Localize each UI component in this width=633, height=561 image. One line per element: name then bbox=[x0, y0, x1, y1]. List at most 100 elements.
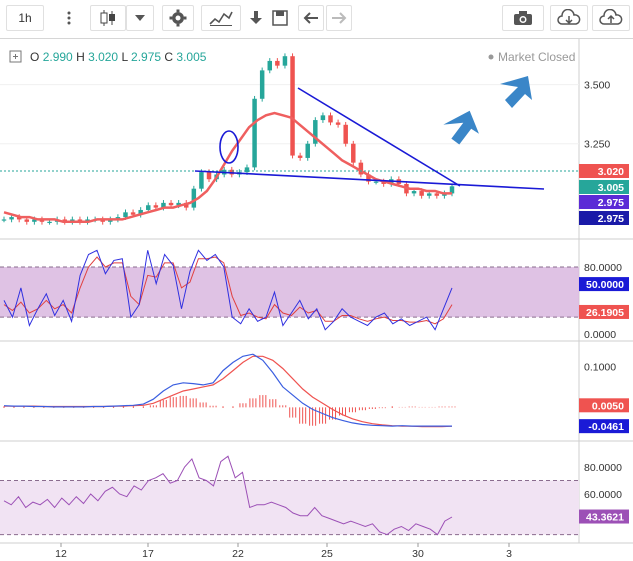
time-tick-label: 3 bbox=[506, 548, 512, 560]
svg-text:O 2.990 H 3.020 L 2.975 C 3.00: O 2.990 H 3.020 L 2.975 C 3.005 bbox=[30, 50, 207, 64]
stochastic-tick-label: 0.0000 bbox=[584, 329, 616, 341]
arrow-up-right-icon-1 bbox=[443, 110, 479, 145]
macd-histogram-bar bbox=[3, 406, 5, 408]
macd-tick-label: 0.1000 bbox=[584, 361, 616, 373]
interval-label: 1h bbox=[18, 11, 32, 25]
candle-body bbox=[161, 202, 166, 208]
candle-body bbox=[426, 193, 432, 196]
macd-histogram-bar bbox=[391, 406, 393, 408]
candle-body bbox=[199, 172, 204, 189]
cloud-down-icon bbox=[557, 9, 581, 25]
dropdown-icon bbox=[135, 15, 145, 21]
macd-line bbox=[3, 353, 452, 427]
rsi-panel bbox=[0, 455, 579, 536]
rsi-tick-label: 80.0000 bbox=[584, 462, 622, 474]
candle-body bbox=[130, 212, 136, 215]
ohlc-legend: O 2.990 H 3.020 L 2.975 C 3.005 bbox=[9, 50, 207, 64]
macd-histogram-bar bbox=[222, 406, 224, 408]
candle-body bbox=[1, 219, 7, 221]
save-icon bbox=[272, 10, 288, 26]
candle-body bbox=[419, 191, 424, 196]
candle-body bbox=[168, 202, 174, 206]
macd-histogram-bar bbox=[232, 406, 234, 408]
stochastic-axis: 80.0000 0.0000 50.0000 26.1905 bbox=[579, 262, 629, 341]
price-tag-bg bbox=[579, 180, 629, 194]
download-icon bbox=[250, 11, 262, 24]
more-vert-icon bbox=[67, 11, 71, 25]
macd-value-tag: -0.0461 bbox=[588, 421, 624, 433]
price-tag-bg bbox=[579, 195, 629, 209]
stochastic-k-tag-bg bbox=[579, 277, 629, 292]
rsi-band bbox=[0, 480, 579, 535]
rsi-line bbox=[3, 455, 453, 536]
chart-type-dropdown[interactable] bbox=[126, 5, 154, 31]
price-tag-bg bbox=[579, 164, 629, 178]
candle-body bbox=[381, 181, 386, 184]
indicators-icon bbox=[209, 11, 233, 26]
candle-body bbox=[358, 162, 364, 175]
snapshot-button[interactable] bbox=[502, 5, 544, 31]
candle-body bbox=[153, 205, 159, 208]
rsi-tag: 43.3621 bbox=[586, 512, 624, 524]
stochastic-tick-label: 80.0000 bbox=[584, 262, 622, 274]
candle-body bbox=[343, 124, 348, 144]
stochastic-d-tag-bg bbox=[579, 304, 629, 319]
status-dot-icon bbox=[488, 54, 494, 60]
macd-histogram-bar bbox=[112, 406, 115, 408]
candles-icon bbox=[100, 10, 115, 26]
redo-button[interactable] bbox=[326, 5, 352, 31]
load-layout-button[interactable] bbox=[550, 5, 588, 31]
candle-body bbox=[123, 212, 128, 218]
candle-body bbox=[434, 193, 440, 196]
cloud-up-icon bbox=[599, 9, 623, 25]
candle-body bbox=[282, 56, 288, 66]
download-button[interactable] bbox=[244, 5, 268, 31]
time-tick-label: 30 bbox=[412, 548, 424, 560]
indicators-button[interactable] bbox=[201, 5, 241, 31]
time-tick-label: 12 bbox=[55, 548, 67, 560]
candle-body bbox=[328, 115, 333, 123]
price-tag: 3.005 bbox=[598, 182, 624, 194]
candle-body bbox=[47, 221, 52, 224]
macd-panel bbox=[3, 353, 456, 428]
price-tick-label: 3.250 bbox=[584, 139, 610, 151]
stochastic-band bbox=[0, 267, 579, 318]
macd-histogram-bar bbox=[13, 406, 15, 408]
candle-body bbox=[146, 205, 151, 210]
save-layout-button[interactable] bbox=[592, 5, 630, 31]
chart-type-button[interactable] bbox=[90, 5, 126, 31]
macd-histogram-bar bbox=[23, 406, 25, 408]
price-tags: 3.020 3.005 2.975 2.975 bbox=[579, 164, 629, 225]
market-status-label: Market Closed bbox=[498, 50, 575, 64]
candle-body bbox=[297, 155, 303, 158]
candle-body bbox=[267, 60, 273, 71]
drawn-trendlines bbox=[194, 87, 545, 190]
more-button[interactable] bbox=[58, 5, 80, 31]
market-status: Market Closed bbox=[488, 50, 575, 64]
price-tag: 3.020 bbox=[598, 166, 624, 178]
candle-body bbox=[449, 186, 455, 194]
stochastic-k-line bbox=[3, 249, 453, 331]
candle-body bbox=[252, 98, 257, 168]
undo-icon bbox=[303, 12, 318, 24]
moving-average-line bbox=[3, 111, 452, 224]
price-tag: 2.975 bbox=[598, 213, 624, 225]
candle-body bbox=[290, 56, 295, 156]
candle-body bbox=[244, 167, 250, 173]
candle-body bbox=[275, 60, 280, 66]
save-button[interactable] bbox=[268, 5, 292, 31]
candle-body bbox=[320, 115, 326, 121]
candle-body bbox=[191, 188, 197, 208]
interval-button[interactable]: 1h bbox=[6, 5, 44, 31]
undo-button[interactable] bbox=[298, 5, 324, 31]
settings-gear-icon bbox=[169, 9, 187, 27]
rsi-tick-label: 60.0000 bbox=[584, 489, 622, 501]
candle-body bbox=[183, 202, 189, 208]
settings-button[interactable] bbox=[162, 5, 194, 31]
candle-body bbox=[373, 181, 379, 183]
camera-icon bbox=[514, 11, 532, 25]
stochastic-panel bbox=[0, 249, 579, 331]
macd-value-tag-bg bbox=[579, 419, 629, 434]
stochastic-k-tag: 50.0000 bbox=[586, 279, 624, 291]
